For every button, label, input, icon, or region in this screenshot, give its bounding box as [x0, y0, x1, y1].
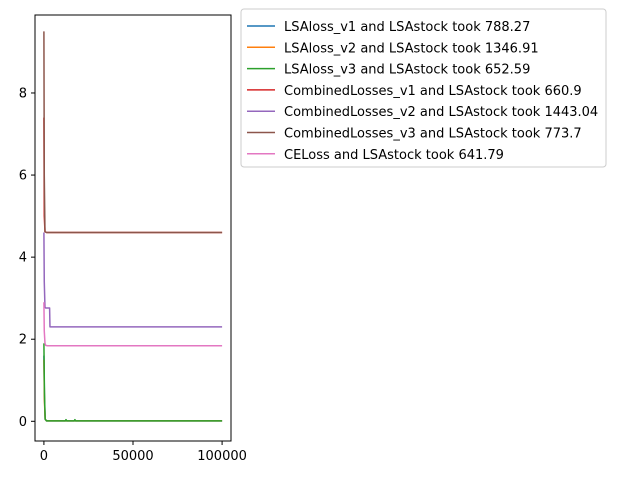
x-tick-label: 0 [40, 449, 48, 464]
plot-lines [43, 31, 223, 422]
y-tick-label: 4 [19, 251, 27, 266]
y-axis: 0 2 4 6 8 [19, 86, 35, 430]
x-tick-label: 50000 [112, 449, 153, 464]
series-line-5 [43, 232, 223, 328]
legend-frame [240, 8, 607, 168]
legend-entry-2: LSAloss_v2 and LSAstock took 1346.91 [284, 41, 539, 56]
series-line-6 [43, 31, 223, 234]
legend-entry-7: CELoss and LSAstock took 641.79 [284, 148, 504, 163]
series-line-4 [43, 117, 223, 234]
y-tick-label: 6 [19, 169, 27, 184]
y-tick-label: 8 [19, 86, 27, 101]
legend: LSAloss_v1 and LSAstock took 788.27 LSAlo… [240, 8, 607, 168]
legend-entry-5: CombinedLosses_v2 and LSAstock took 1443… [284, 105, 598, 120]
legend-entry-3: LSAloss_v3 and LSAstock took 652.59 [284, 63, 530, 78]
series-line-3 [43, 343, 223, 422]
series-line-2 [43, 359, 223, 422]
y-tick-label: 0 [19, 415, 27, 430]
legend-entry-1: LSAloss_v1 and LSAstock took 788.27 [284, 20, 530, 35]
x-tick-label: 100000 [197, 449, 247, 464]
y-tick-label: 2 [19, 333, 27, 348]
series-line-7 [43, 302, 223, 347]
legend-entry-6: CombinedLosses_v3 and LSAstock took 773.… [284, 127, 582, 142]
x-axis: 0 50000 100000 [40, 441, 247, 464]
legend-entry-4: CombinedLosses_v1 and LSAstock took 660.… [284, 84, 582, 99]
series-line-1 [43, 355, 223, 422]
axes-frame [34, 14, 232, 442]
